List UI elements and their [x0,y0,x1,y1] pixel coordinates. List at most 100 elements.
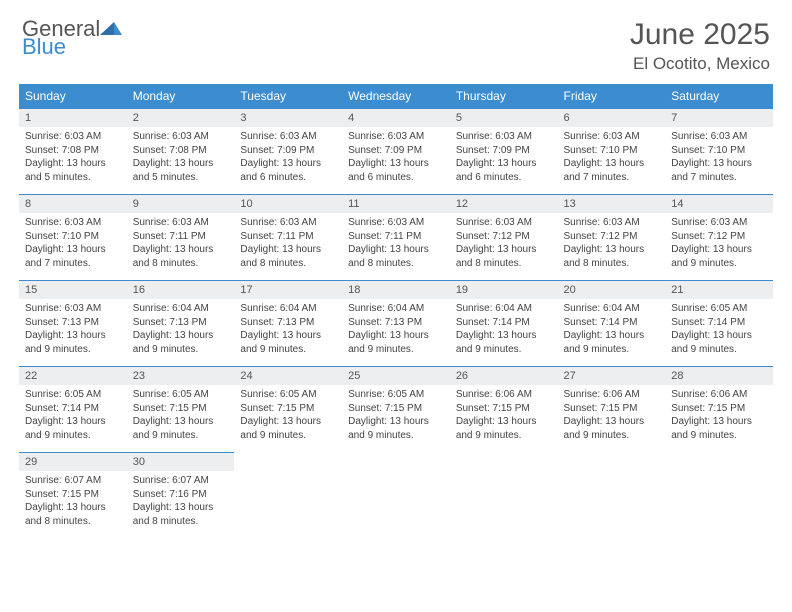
calendar-cell: 5Sunrise: 6:03 AMSunset: 7:09 PMDaylight… [450,108,558,194]
calendar-cell: 29Sunrise: 6:07 AMSunset: 7:15 PMDayligh… [19,452,127,538]
sunrise-text: Sunrise: 6:04 AM [133,302,229,316]
calendar-cell: 12Sunrise: 6:03 AMSunset: 7:12 PMDayligh… [450,194,558,280]
day-content: Sunrise: 6:03 AMSunset: 7:11 PMDaylight:… [127,213,235,280]
header: General Blue June 2025 El Ocotito, Mexic… [0,0,792,84]
calendar-cell [665,452,773,538]
daylight-text-2: and 9 minutes. [564,343,660,357]
day-content: Sunrise: 6:03 AMSunset: 7:08 PMDaylight:… [19,127,127,194]
sunset-text: Sunset: 7:15 PM [671,402,767,416]
sunset-text: Sunset: 7:14 PM [564,316,660,330]
sunrise-text: Sunrise: 6:06 AM [564,388,660,402]
sunset-text: Sunset: 7:08 PM [25,144,121,158]
day-content: Sunrise: 6:04 AMSunset: 7:13 PMDaylight:… [234,299,342,366]
day-content: Sunrise: 6:03 AMSunset: 7:11 PMDaylight:… [234,213,342,280]
day-content: Sunrise: 6:07 AMSunset: 7:15 PMDaylight:… [19,471,127,538]
weekday-header-row: Sunday Monday Tuesday Wednesday Thursday… [19,84,773,108]
sunrise-text: Sunrise: 6:06 AM [456,388,552,402]
weekday-wednesday: Wednesday [342,84,450,108]
calendar-row: 22Sunrise: 6:05 AMSunset: 7:14 PMDayligh… [19,366,773,452]
sunset-text: Sunset: 7:11 PM [133,230,229,244]
day-number: 5 [450,108,558,127]
daylight-text-2: and 7 minutes. [25,257,121,271]
day-number: 16 [127,280,235,299]
day-number: 13 [558,194,666,213]
calendar-table: Sunday Monday Tuesday Wednesday Thursday… [19,84,773,538]
daylight-text-2: and 9 minutes. [25,343,121,357]
day-content: Sunrise: 6:05 AMSunset: 7:15 PMDaylight:… [234,385,342,452]
day-number: 8 [19,194,127,213]
day-number: 11 [342,194,450,213]
sunset-text: Sunset: 7:13 PM [133,316,229,330]
sunrise-text: Sunrise: 6:03 AM [671,216,767,230]
logo-shape-icon [100,19,122,40]
day-content: Sunrise: 6:03 AMSunset: 7:11 PMDaylight:… [342,213,450,280]
day-number: 9 [127,194,235,213]
daylight-text-1: Daylight: 13 hours [25,243,121,257]
day-content: Sunrise: 6:04 AMSunset: 7:14 PMDaylight:… [450,299,558,366]
sunrise-text: Sunrise: 6:05 AM [348,388,444,402]
calendar-row: 8Sunrise: 6:03 AMSunset: 7:10 PMDaylight… [19,194,773,280]
daylight-text-1: Daylight: 13 hours [25,415,121,429]
day-content: Sunrise: 6:05 AMSunset: 7:14 PMDaylight:… [665,299,773,366]
daylight-text-1: Daylight: 13 hours [133,501,229,515]
daylight-text-2: and 9 minutes. [348,429,444,443]
daylight-text-1: Daylight: 13 hours [348,157,444,171]
day-content: Sunrise: 6:06 AMSunset: 7:15 PMDaylight:… [450,385,558,452]
day-number: 19 [450,280,558,299]
day-content: Sunrise: 6:03 AMSunset: 7:12 PMDaylight:… [665,213,773,280]
day-content: Sunrise: 6:05 AMSunset: 7:15 PMDaylight:… [127,385,235,452]
sunrise-text: Sunrise: 6:03 AM [25,130,121,144]
day-number: 27 [558,366,666,385]
sunrise-text: Sunrise: 6:04 AM [240,302,336,316]
day-number: 6 [558,108,666,127]
day-number: 28 [665,366,773,385]
day-content: Sunrise: 6:03 AMSunset: 7:09 PMDaylight:… [342,127,450,194]
daylight-text-2: and 7 minutes. [564,171,660,185]
day-content: Sunrise: 6:03 AMSunset: 7:10 PMDaylight:… [558,127,666,194]
daylight-text-1: Daylight: 13 hours [456,415,552,429]
daylight-text-1: Daylight: 13 hours [671,157,767,171]
calendar-cell: 1Sunrise: 6:03 AMSunset: 7:08 PMDaylight… [19,108,127,194]
calendar-row: 1Sunrise: 6:03 AMSunset: 7:08 PMDaylight… [19,108,773,194]
daylight-text-1: Daylight: 13 hours [240,157,336,171]
day-number: 17 [234,280,342,299]
day-number: 21 [665,280,773,299]
day-number: 15 [19,280,127,299]
daylight-text-1: Daylight: 13 hours [133,415,229,429]
day-number: 10 [234,194,342,213]
day-number: 7 [665,108,773,127]
sunset-text: Sunset: 7:08 PM [133,144,229,158]
calendar-row: 15Sunrise: 6:03 AMSunset: 7:13 PMDayligh… [19,280,773,366]
weekday-saturday: Saturday [665,84,773,108]
daylight-text-2: and 9 minutes. [240,343,336,357]
daylight-text-1: Daylight: 13 hours [25,157,121,171]
calendar-cell [342,452,450,538]
daylight-text-2: and 9 minutes. [25,429,121,443]
weekday-tuesday: Tuesday [234,84,342,108]
calendar-cell: 30Sunrise: 6:07 AMSunset: 7:16 PMDayligh… [127,452,235,538]
daylight-text-2: and 9 minutes. [348,343,444,357]
sunset-text: Sunset: 7:15 PM [25,488,121,502]
daylight-text-1: Daylight: 13 hours [348,329,444,343]
day-number: 22 [19,366,127,385]
day-number: 2 [127,108,235,127]
day-content: Sunrise: 6:05 AMSunset: 7:14 PMDaylight:… [19,385,127,452]
day-content: Sunrise: 6:03 AMSunset: 7:13 PMDaylight:… [19,299,127,366]
day-content: Sunrise: 6:03 AMSunset: 7:10 PMDaylight:… [19,213,127,280]
daylight-text-1: Daylight: 13 hours [671,415,767,429]
daylight-text-2: and 5 minutes. [25,171,121,185]
calendar-cell: 3Sunrise: 6:03 AMSunset: 7:09 PMDaylight… [234,108,342,194]
daylight-text-2: and 5 minutes. [133,171,229,185]
daylight-text-1: Daylight: 13 hours [133,243,229,257]
weekday-thursday: Thursday [450,84,558,108]
calendar-row: 29Sunrise: 6:07 AMSunset: 7:15 PMDayligh… [19,452,773,538]
daylight-text-1: Daylight: 13 hours [671,243,767,257]
sunset-text: Sunset: 7:12 PM [456,230,552,244]
daylight-text-1: Daylight: 13 hours [133,329,229,343]
sunset-text: Sunset: 7:15 PM [456,402,552,416]
daylight-text-2: and 8 minutes. [456,257,552,271]
calendar-cell: 15Sunrise: 6:03 AMSunset: 7:13 PMDayligh… [19,280,127,366]
daylight-text-1: Daylight: 13 hours [671,329,767,343]
daylight-text-2: and 7 minutes. [671,171,767,185]
calendar-cell: 28Sunrise: 6:06 AMSunset: 7:15 PMDayligh… [665,366,773,452]
